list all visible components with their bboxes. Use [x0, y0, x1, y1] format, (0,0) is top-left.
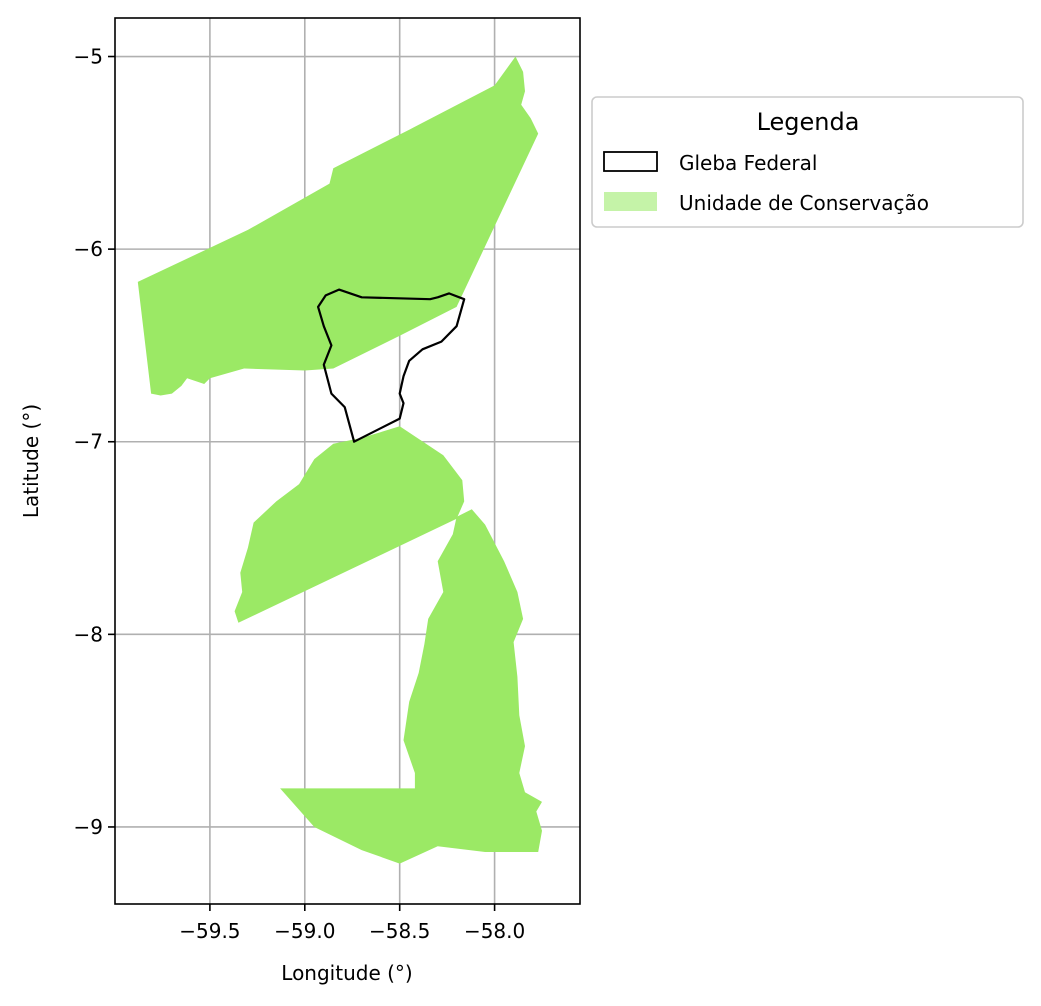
- conservation-unit-polygon-2: [280, 509, 542, 864]
- layer-0: [137, 56, 542, 864]
- y-axis-label: Latitude (°): [19, 404, 43, 518]
- y-tick-label-0: −5: [74, 45, 103, 69]
- x-ticks: −59.5 −59.0 −58.5 −58.0: [179, 904, 525, 943]
- x-tick-label-1: −59.0: [274, 919, 335, 943]
- layer-1: [317, 288, 466, 443]
- plot-area: −59.5 −59.0 −58.5 −58.0 −5 −6 −7 −8 −9: [74, 17, 581, 943]
- legend-swatch-gleba-federal: [603, 151, 658, 172]
- conservation-unit-polygon-0: [137, 56, 539, 396]
- y-ticks: −5 −6 −7 −8 −9: [74, 45, 115, 839]
- polygon-layers: [137, 56, 542, 864]
- y-tick-label-4: −9: [74, 815, 103, 839]
- legend-swatch-unidade-conservacao: [604, 192, 657, 211]
- legend-label-gleba-federal: Gleba Federal: [679, 151, 817, 175]
- conservation-unit-polygon-1: [234, 426, 465, 623]
- x-tick-label-2: −58.5: [369, 919, 430, 943]
- gleba-federal-polygon-0: [317, 288, 466, 443]
- legend-title: Legenda: [757, 108, 860, 136]
- y-tick-label-3: −8: [74, 622, 103, 646]
- legend-label-unidade-conservacao: Unidade de Conservação: [679, 191, 929, 215]
- y-tick-label-1: −6: [74, 237, 103, 261]
- x-tick-label-3: −58.0: [464, 919, 525, 943]
- x-tick-label-0: −59.5: [179, 919, 240, 943]
- x-axis-label: Longitude (°): [281, 961, 412, 985]
- axes-frame: [114, 17, 581, 905]
- legend: Legenda Gleba Federal Unidade de Conserv…: [591, 96, 1024, 228]
- y-tick-label-2: −7: [74, 430, 103, 454]
- legend-frame: [591, 96, 1024, 228]
